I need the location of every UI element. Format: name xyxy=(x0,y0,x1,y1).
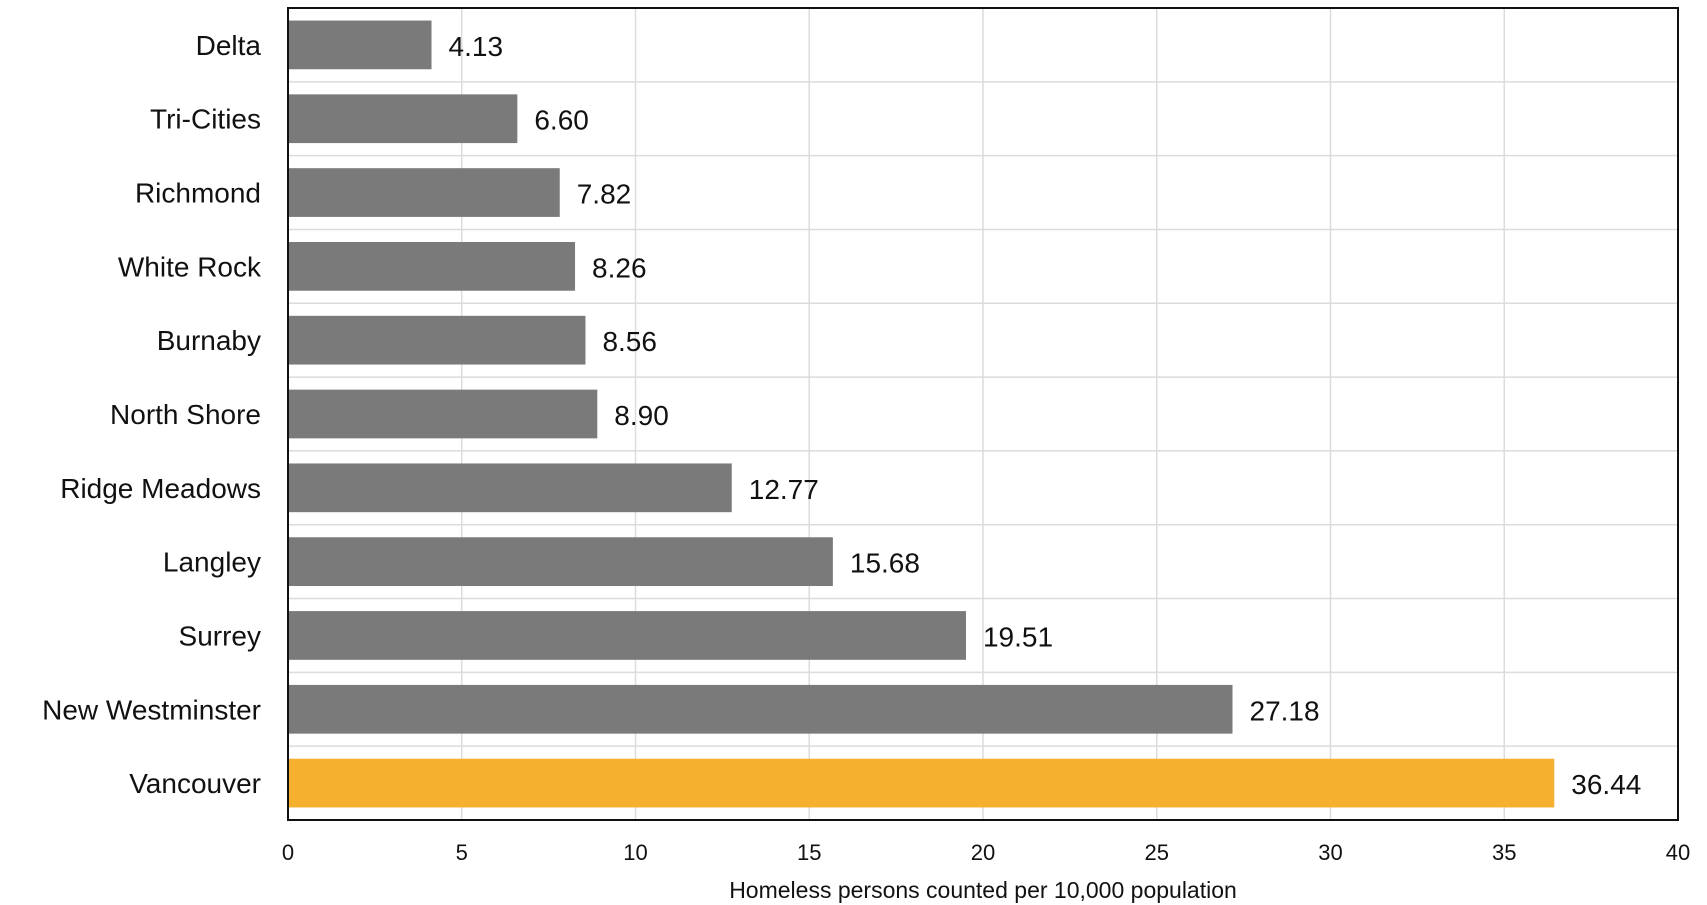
x-tick-label: 5 xyxy=(456,840,468,865)
category-label: Vancouver xyxy=(129,768,261,799)
x-tick-label: 40 xyxy=(1666,840,1690,865)
value-label: 15.68 xyxy=(850,548,920,579)
x-tick-label: 35 xyxy=(1492,840,1516,865)
bar xyxy=(289,463,732,513)
value-label: 4.13 xyxy=(449,31,504,62)
x-tick-label: 30 xyxy=(1318,840,1342,865)
value-label: 12.77 xyxy=(749,474,819,505)
labels: 0 5 10 15 20 25 30 35 40 Delta 4.13 Tri-Cities 6.60 R… xyxy=(42,30,1690,865)
bars xyxy=(289,20,1555,808)
bar xyxy=(289,684,1233,734)
category-label: Richmond xyxy=(135,178,261,209)
category-label: Delta xyxy=(196,30,262,61)
bar xyxy=(289,758,1555,808)
category-label: New Westminster xyxy=(42,694,261,725)
bar xyxy=(289,611,966,660)
x-tick-label: 15 xyxy=(797,840,821,865)
value-label: 8.90 xyxy=(614,400,669,431)
value-label: 8.56 xyxy=(602,326,657,357)
category-label: White Rock xyxy=(118,251,262,282)
value-label: 6.60 xyxy=(534,105,589,136)
x-tick-label: 20 xyxy=(971,840,995,865)
x-tick-label: 10 xyxy=(623,840,647,865)
plot-frame xyxy=(287,7,1679,821)
category-label: Surrey xyxy=(179,620,261,651)
bar xyxy=(289,94,518,144)
value-label: 36.44 xyxy=(1571,769,1641,800)
bar xyxy=(289,537,833,586)
value-label: 19.51 xyxy=(983,621,1053,652)
category-label: Tri-Cities xyxy=(150,104,261,135)
value-label: 7.82 xyxy=(577,179,632,210)
bar xyxy=(289,242,576,291)
x-tick-label: 0 xyxy=(282,840,294,865)
x-tick-label: 25 xyxy=(1145,840,1169,865)
category-label: Burnaby xyxy=(157,325,261,356)
bar xyxy=(289,389,598,439)
value-label: 8.26 xyxy=(592,252,647,283)
bar xyxy=(289,20,432,70)
x-axis-title: Homeless persons counted per 10,000 popu… xyxy=(729,877,1237,903)
category-label: Langley xyxy=(163,547,261,578)
bar xyxy=(289,315,586,365)
value-label: 27.18 xyxy=(1250,695,1320,726)
bar xyxy=(289,168,560,217)
category-label: North Shore xyxy=(110,399,261,430)
grid-lines xyxy=(288,8,1678,820)
category-label: Ridge Meadows xyxy=(60,473,261,504)
